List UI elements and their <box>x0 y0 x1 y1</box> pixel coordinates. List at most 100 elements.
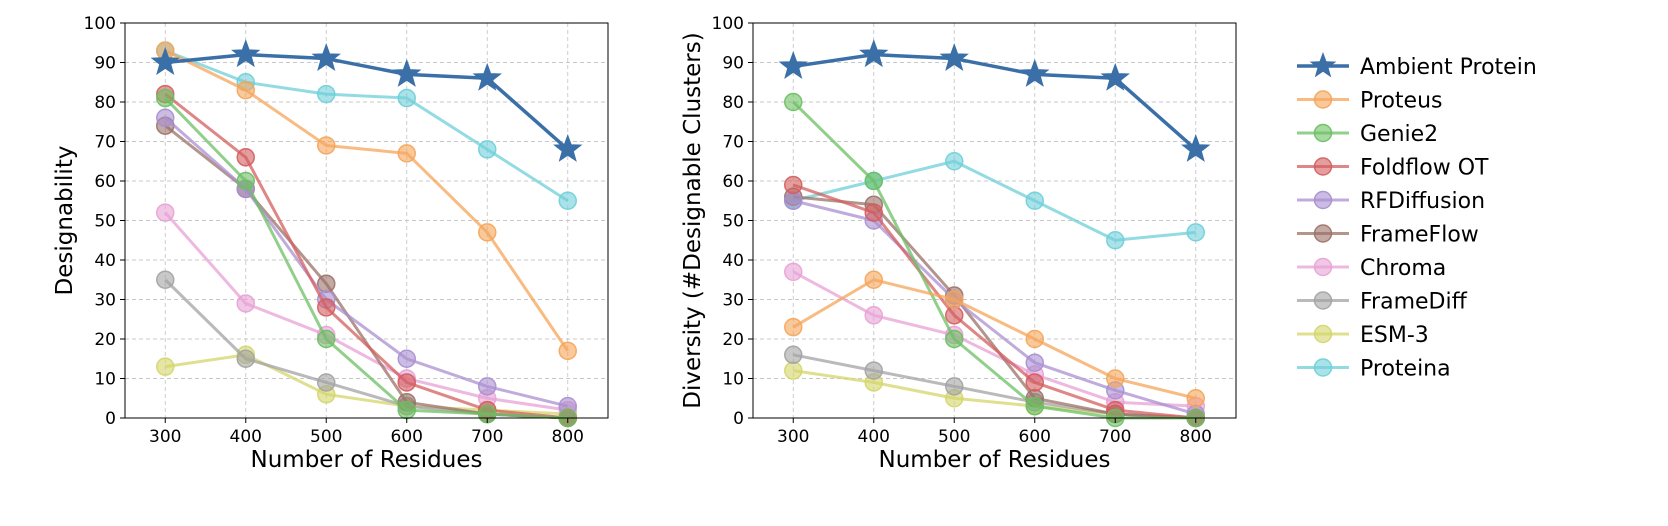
data-point <box>397 144 416 163</box>
data-point <box>478 140 497 159</box>
data-point <box>1025 396 1044 416</box>
legend-label: RFDiffusion <box>1360 189 1485 214</box>
data-point <box>864 306 883 325</box>
y-tick-label: 40 <box>722 251 744 271</box>
data-point <box>397 349 416 368</box>
x-tick-label: 300 <box>777 427 809 447</box>
diversity-chart: 0 10 20 30 40 50 60 70 80 90 100 300 400 500 600 700 800… <box>680 14 1237 473</box>
series-line-proteina <box>792 159 1196 242</box>
y-tick-label: 30 <box>722 291 744 311</box>
legend-item-esm-3: ESM-3 <box>1297 323 1429 348</box>
data-point <box>156 108 175 128</box>
data-point <box>784 191 803 210</box>
x-tick-label: 500 <box>310 427 342 447</box>
legend-star-marker <box>1309 52 1337 78</box>
legend-item-proteina: Proteina <box>1297 357 1451 382</box>
data-point <box>553 133 583 162</box>
data-point <box>1106 231 1125 250</box>
legend-item-foldflow-ot: Foldflow OT <box>1297 156 1489 181</box>
data-point <box>472 62 502 91</box>
legend-item-proteus: Proteus <box>1297 89 1442 114</box>
y-tick-label: 70 <box>94 133 116 153</box>
data-point <box>317 84 336 104</box>
data-point <box>945 377 964 396</box>
legend-item-frameflow: FrameFlow <box>1297 223 1479 248</box>
legend-label: Chroma <box>1360 256 1446 281</box>
data-point <box>317 136 336 155</box>
legend-item-genie2: Genie2 <box>1297 122 1438 147</box>
x-tick-label: 600 <box>391 427 423 447</box>
data-point <box>478 223 497 242</box>
x-tick-label: 500 <box>938 427 970 447</box>
data-point <box>317 373 336 392</box>
x-tick-label: 800 <box>552 427 584 447</box>
y-tick-label: 100 <box>712 14 744 34</box>
y-tick-label: 20 <box>94 330 116 350</box>
data-point <box>945 306 964 325</box>
x-axis-label: Number of Residues <box>251 447 483 473</box>
x-tick-label: 300 <box>149 427 181 447</box>
data-point <box>1020 58 1050 87</box>
y-tick-label: 0 <box>733 409 744 429</box>
data-point <box>317 298 336 317</box>
y-axis-label: Designability <box>52 146 78 296</box>
data-point <box>945 290 964 309</box>
data-point <box>558 191 577 210</box>
data-point <box>236 171 255 191</box>
data-point <box>1181 133 1211 162</box>
legend-label: FrameFlow <box>1360 223 1479 248</box>
legend-item-chroma: Chroma <box>1297 256 1446 281</box>
series-genie2 <box>784 92 1205 428</box>
data-point <box>156 203 175 222</box>
data-point <box>945 152 964 171</box>
data-point <box>478 377 497 396</box>
data-point <box>1025 329 1044 349</box>
data-point <box>231 39 261 68</box>
y-tick-label: 10 <box>722 370 744 390</box>
data-point <box>236 294 255 313</box>
series-line-rfdiffusion <box>792 199 1197 416</box>
series-frameflow <box>784 187 1205 428</box>
data-point <box>317 329 336 349</box>
data-point <box>397 88 416 108</box>
y-tick-label: 0 <box>105 409 116 429</box>
series-line-chroma <box>164 211 568 412</box>
data-point <box>939 43 969 72</box>
series-line-chroma <box>792 270 1196 408</box>
data-point <box>784 345 803 365</box>
series-proteus <box>784 270 1205 408</box>
x-tick-label: 700 <box>471 427 503 447</box>
data-point <box>150 47 180 76</box>
data-point <box>397 373 416 392</box>
y-tick-label: 50 <box>722 212 744 232</box>
series-rfdiffusion <box>784 191 1205 424</box>
data-point <box>1025 373 1044 392</box>
legend-label: ESM-3 <box>1360 323 1429 348</box>
legend-item-ambient-protein: Ambient Protein <box>1297 52 1537 80</box>
y-tick-label: 50 <box>94 212 116 232</box>
y-tick-label: 80 <box>722 93 744 113</box>
data-point <box>1100 62 1130 91</box>
y-tick-label: 70 <box>722 133 744 153</box>
y-tick-label: 90 <box>94 54 116 74</box>
series-line-rfdiffusion <box>164 116 569 408</box>
x-tick-label: 800 <box>1180 427 1212 447</box>
data-point <box>1186 223 1205 242</box>
data-point <box>1106 369 1125 388</box>
series-ambient-protein <box>150 39 583 162</box>
legend-item-framediff: FrameDiff <box>1297 290 1468 315</box>
x-tick-label: 400 <box>858 427 890 447</box>
series-ambient-protein <box>778 39 1211 162</box>
series-group <box>778 39 1211 428</box>
series-proteus <box>156 41 577 361</box>
grid <box>753 22 1236 419</box>
data-point <box>1025 191 1044 210</box>
legend-circle-marker <box>1313 358 1333 377</box>
data-point <box>784 361 803 380</box>
data-point <box>864 270 883 289</box>
x-tick-label: 400 <box>230 427 262 447</box>
series-line-ambient-protein <box>165 52 569 151</box>
data-point <box>236 349 255 368</box>
legend-label: FrameDiff <box>1360 290 1468 315</box>
data-point <box>784 175 803 195</box>
